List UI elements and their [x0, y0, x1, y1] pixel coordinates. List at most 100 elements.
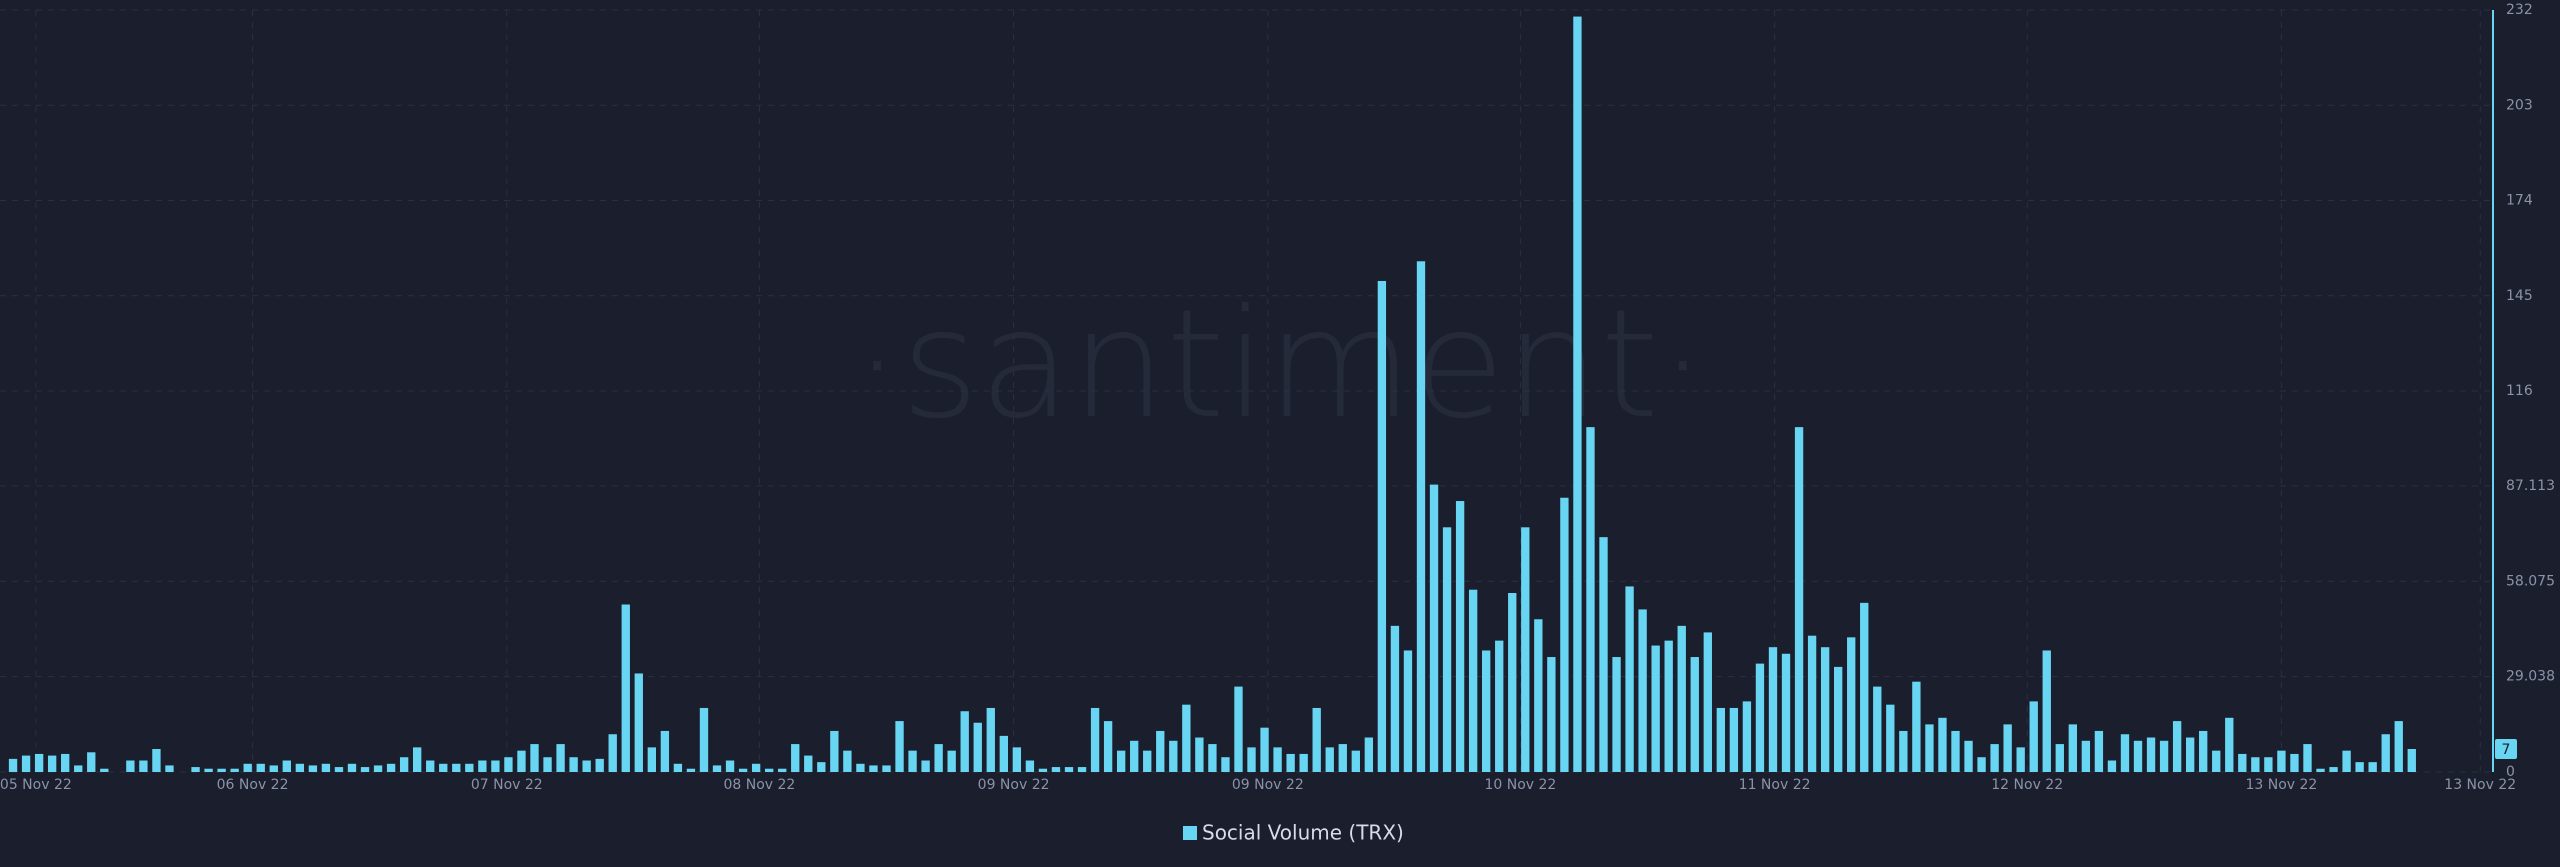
bar — [2238, 753, 2247, 772]
bar — [1586, 427, 1595, 772]
bar — [1664, 640, 1673, 772]
bar — [817, 762, 826, 772]
bar — [1468, 589, 1478, 772]
bar — [282, 760, 291, 772]
bar — [1182, 704, 1191, 772]
bar — [895, 721, 904, 772]
bar — [1429, 484, 1439, 772]
bar — [2042, 650, 2051, 772]
bar — [2199, 730, 2208, 772]
bar — [1925, 724, 1934, 772]
bar — [74, 765, 83, 772]
bar — [1130, 740, 1139, 772]
bar — [2264, 757, 2273, 772]
bar — [360, 767, 370, 772]
bar — [61, 753, 70, 772]
bar — [1573, 16, 1582, 772]
bar — [1599, 537, 1608, 772]
bar — [2055, 744, 2064, 772]
bar — [1677, 625, 1686, 772]
bar — [556, 744, 565, 772]
bar — [295, 763, 305, 772]
bar — [1964, 740, 1973, 772]
bar — [452, 763, 461, 772]
bar — [256, 763, 265, 772]
bar — [2094, 730, 2104, 772]
bar — [465, 763, 474, 772]
bar — [2251, 757, 2260, 772]
y-tick-label: 116 — [2506, 383, 2533, 399]
bar — [2225, 717, 2234, 772]
x-tick-label: 05 Nov 22 — [0, 777, 72, 793]
bar — [2172, 721, 2182, 772]
bar — [1156, 730, 1165, 772]
bar — [1325, 747, 1334, 772]
bar — [921, 760, 930, 772]
bar — [1143, 750, 1152, 772]
bar — [673, 763, 683, 772]
x-tick-label: 10 Nov 22 — [1484, 777, 1556, 793]
bar — [1768, 647, 1778, 772]
bar — [1742, 701, 1752, 772]
bar — [960, 711, 969, 772]
bar — [1351, 750, 1360, 772]
bar — [1521, 527, 1530, 772]
bar — [1560, 497, 1569, 772]
bar — [621, 604, 630, 772]
bar — [686, 768, 696, 772]
bar — [1442, 527, 1452, 772]
bar — [1338, 744, 1347, 772]
bar — [751, 763, 761, 772]
bar — [2212, 750, 2221, 772]
bar — [139, 760, 148, 772]
bar — [491, 760, 500, 772]
bar — [1703, 632, 1712, 772]
bar — [1247, 747, 1256, 772]
bar — [2407, 749, 2416, 772]
bar — [1482, 650, 1491, 772]
bar — [569, 757, 578, 772]
bar — [478, 760, 487, 772]
bar — [47, 755, 57, 772]
bar — [21, 755, 31, 772]
bar — [1364, 737, 1374, 772]
y-tick-label: 232 — [2506, 2, 2533, 18]
bar — [1638, 609, 1647, 772]
last-value-label: 7 — [2502, 742, 2511, 758]
y-tick-label: 58.075 — [2506, 573, 2555, 589]
bar — [1025, 760, 1035, 772]
y-tick-label: 203 — [2506, 97, 2533, 113]
bar — [1508, 592, 1517, 772]
bar — [2185, 737, 2195, 772]
x-tick-label: 07 Nov 22 — [471, 777, 543, 793]
bar — [1938, 717, 1947, 772]
bar — [634, 673, 643, 772]
bar — [2146, 737, 2156, 772]
bar — [1260, 727, 1269, 772]
bar — [843, 750, 852, 772]
bar — [217, 768, 226, 772]
bar — [2029, 701, 2038, 772]
bar — [647, 747, 657, 772]
bar — [712, 765, 722, 772]
bar — [2159, 740, 2169, 772]
y-tick-label: 0 — [2506, 764, 2515, 780]
bar — [1064, 767, 1074, 772]
bar — [2355, 762, 2364, 772]
bar — [2316, 768, 2325, 772]
bar — [347, 763, 357, 772]
bar — [2290, 753, 2299, 772]
bar — [1038, 768, 1048, 772]
bar — [1403, 650, 1413, 772]
bar — [595, 758, 604, 772]
bar — [2120, 734, 2130, 772]
bar — [165, 765, 174, 772]
bar — [908, 750, 917, 772]
bar — [882, 765, 891, 772]
bar — [1208, 744, 1217, 772]
x-tick-label: 09 Nov 22 — [1232, 777, 1304, 793]
bar — [439, 763, 448, 772]
bar — [1077, 767, 1087, 772]
bar — [517, 750, 526, 772]
